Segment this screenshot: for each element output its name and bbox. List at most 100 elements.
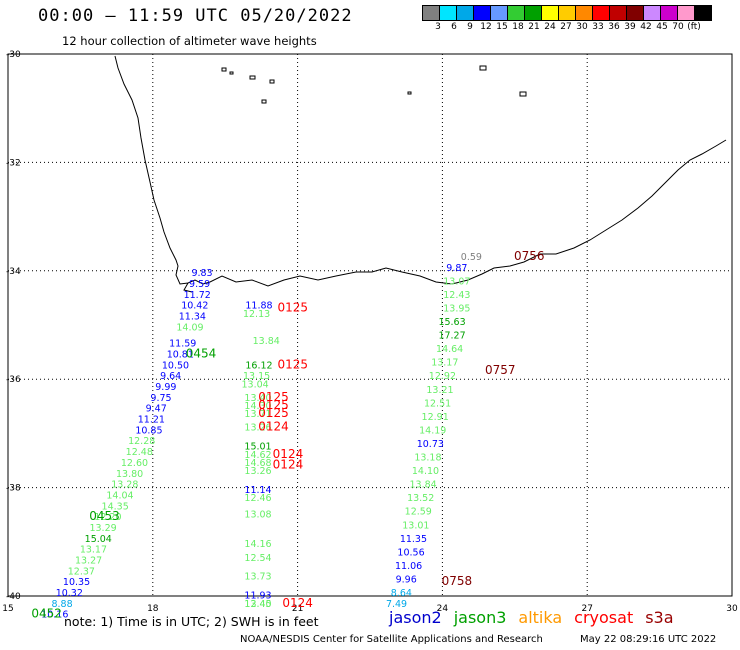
wave-height-value: 9.96 (396, 574, 417, 585)
page-title: 00:00 – 11:59 UTC 05/20/2022 (38, 6, 353, 26)
wave-height-value: 12.91 (422, 412, 449, 423)
pass-time-label: 0758 (442, 574, 473, 588)
colorbar-label: 9 (467, 22, 473, 32)
x-tick-label: 30 (726, 604, 738, 614)
colorbar-label: 18 (512, 22, 524, 32)
footer-note: note: 1) Time is in UTC; 2) SWH is in fe… (64, 614, 319, 629)
wave-height-value: 15.04 (85, 534, 112, 545)
colorbar-swatch (576, 6, 593, 20)
wave-height-value: 13.52 (407, 493, 434, 504)
colorbar-label: (ft) (687, 22, 701, 32)
wave-height-value: 13.08 (244, 509, 271, 520)
wave-height-value: 14.68 (244, 458, 271, 469)
wave-height-value: 12.92 (429, 371, 456, 382)
pass-time-label: 0125 (258, 390, 289, 404)
wave-height-value: 12.13 (243, 309, 270, 320)
wave-height-value: 0.59 (461, 252, 482, 263)
colorbar-swatch (661, 6, 678, 20)
pass-time-label: 0757 (485, 363, 516, 377)
wave-height-value: 14.19 (419, 425, 446, 436)
colorbar-label: 15 (496, 22, 508, 32)
pass-time-label: 0453 (89, 509, 120, 523)
island-shape (269, 79, 275, 84)
wave-height-value: 12.60 (121, 458, 148, 469)
wave-height-value: 14.35 (102, 501, 129, 512)
island-shape (249, 75, 256, 80)
wave-height-value: 13.01 (402, 520, 429, 531)
island-shape (261, 99, 267, 104)
pass-time-label: 0125 (277, 300, 308, 314)
colorbar-swatch (508, 6, 525, 20)
colorbar-swatch (542, 6, 559, 20)
wave-height-value: 12.37 (68, 566, 95, 577)
pass-time-label: 0124 (273, 458, 304, 472)
wave-height-value: 11.93 (244, 591, 271, 602)
y-tick-label: -40 (6, 592, 21, 602)
wave-height-value: 14.16 (244, 539, 271, 550)
wave-height-value: 10.81 (167, 350, 194, 361)
wave-height-value: 11.34 (179, 312, 206, 323)
colorbar-swatch (423, 6, 440, 20)
wave-height-value: 13.28 (111, 480, 138, 491)
wave-height-value: 13.45 (244, 599, 271, 610)
wave-height-value: 11.06 (395, 561, 422, 572)
wave-height-value: 13.26 (244, 423, 271, 434)
wave-height-value: 9.83 (191, 268, 212, 279)
pass-time-label: 0452 (31, 607, 62, 621)
wave-height-value: 14.04 (106, 490, 133, 501)
colorbar-swatch (593, 6, 610, 20)
colorbar-label: 45 (656, 22, 668, 32)
x-tick-label: 27 (581, 604, 592, 614)
wave-height-value: 14.62 (244, 450, 271, 461)
colorbar-swatch (440, 6, 457, 20)
wave-height-value: 9.87 (446, 263, 467, 274)
wave-height-value: 12.20 (94, 512, 121, 523)
x-tick-label: 15 (2, 604, 13, 614)
island-shape (519, 91, 527, 97)
wave-height-value: 13.95 (443, 303, 470, 314)
colorbar-label: 33 (592, 22, 604, 32)
y-tick-label: -30 (6, 50, 21, 60)
colorbar-swatch (491, 6, 508, 20)
page-subtitle: 12 hour collection of altimeter wave hei… (62, 34, 317, 48)
colorbar-label: 39 (624, 22, 636, 32)
satellite-legend-item: jason3 (453, 608, 507, 627)
satellite-legend-item: cryosat (574, 608, 634, 627)
wave-height-value: 11.21 (138, 415, 165, 426)
wave-height-value: 10.32 (56, 588, 83, 599)
colorbar-swatch (627, 6, 644, 20)
colorbar-labels: 3 6 9 12 15 18 21 24 27 30 33 36 39 42 45 70 (ft) (422, 22, 740, 34)
colorbar-swatch (525, 6, 542, 20)
wave-height-value: 13.04 (242, 379, 269, 390)
colorbar-label: 3 (435, 22, 441, 32)
colorbar-swatch (678, 6, 695, 20)
wave-height-value: 14.09 (176, 322, 203, 333)
wave-height-value: 13.73 (244, 572, 271, 583)
x-tick-label: 21 (292, 604, 303, 614)
credit-text: NOAA/NESDIS Center for Satellite Applica… (240, 634, 543, 645)
colorbar-label: 6 (451, 22, 457, 32)
wave-height-value: 10.85 (135, 425, 162, 436)
wave-height-value: 9.59 (189, 279, 210, 290)
satellite-legend: jason2 jason3 altika cryosat s3a (389, 608, 674, 627)
wave-height-value: 12.48 (126, 447, 153, 458)
y-tick-label: -34 (6, 267, 21, 277)
pass-time-label: 0125 (277, 357, 308, 371)
colorbar-swatch (457, 6, 474, 20)
island-shape (221, 67, 227, 72)
satellite-legend-item: s3a (645, 608, 674, 627)
timestamp-text: May 22 08:29:16 UTC 2022 (580, 634, 717, 645)
wave-height-value: 12.28 (128, 436, 155, 447)
colorbar-swatch (474, 6, 491, 20)
x-tick-label: 24 (437, 604, 449, 614)
satellite-legend-item: jason2 (389, 608, 442, 627)
colorbar-label: 42 (640, 22, 652, 32)
wave-height-value: 13.84 (409, 480, 436, 491)
wave-height-value: 13.18 (414, 453, 441, 464)
pass-time-label: 0125 (258, 406, 289, 420)
wave-height-value: 12.43 (443, 290, 470, 301)
wave-height-value: 7.49 (386, 599, 407, 610)
wave-height-value: 9.64 (160, 371, 181, 382)
wave-height-value: 13.07 (443, 276, 470, 287)
